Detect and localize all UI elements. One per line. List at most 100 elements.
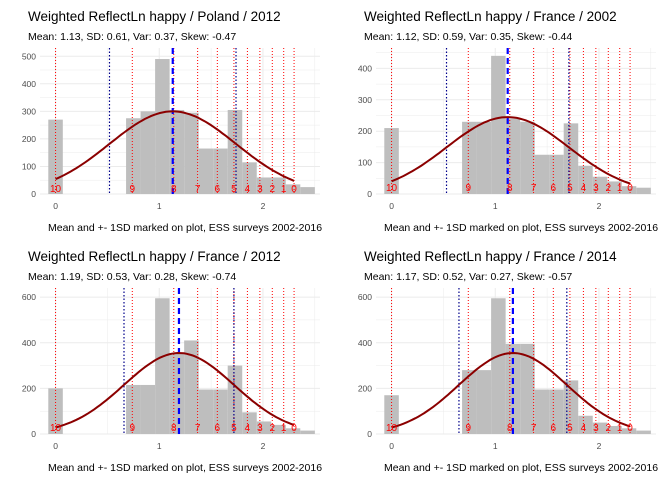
chart-svg: Weighted ReflectLn happy / France / 2002…	[358, 9, 658, 234]
bar	[169, 353, 185, 434]
bar	[636, 430, 651, 434]
normal-curve-series	[55, 351, 295, 429]
score-label: 8	[507, 423, 513, 434]
bar	[621, 186, 637, 194]
bar	[242, 412, 257, 434]
score-label: 0	[627, 183, 633, 194]
chart-title: Weighted ReflectLn happy / Poland / 2012	[28, 9, 281, 24]
bar	[285, 428, 301, 434]
y-tick-label: 0	[31, 189, 36, 199]
bar	[578, 165, 593, 194]
score-lines	[55, 288, 295, 434]
chart-caption: Mean and +- 1SD marked on plot, ESS surv…	[48, 222, 322, 234]
score-label: 5	[231, 423, 237, 434]
bar	[592, 422, 608, 434]
score-label: 10	[50, 423, 62, 434]
chart-panel-2: Weighted ReflectLn happy / France / 2002…	[336, 0, 672, 240]
bars	[48, 59, 315, 195]
score-label: 4	[581, 423, 587, 434]
score-labels: 10 9 8 7 6 5 4 3 2 1 0	[50, 184, 297, 195]
bar	[476, 121, 492, 194]
bar	[213, 389, 228, 434]
score-labels: 10 9 8 7 6 5 4 3 2 1 0	[386, 423, 633, 434]
bar	[534, 389, 550, 434]
bar	[621, 428, 637, 434]
y-tick-label: 200	[358, 126, 372, 136]
bar	[271, 424, 286, 434]
bar	[476, 370, 492, 434]
score-label: 10	[386, 183, 398, 194]
x-tick-label: 0	[389, 441, 394, 451]
y-tick-label: 0	[31, 429, 36, 439]
bar	[462, 121, 477, 194]
bar	[242, 162, 257, 194]
score-label: 4	[581, 183, 587, 194]
score-label: 2	[270, 184, 276, 195]
bar	[300, 430, 315, 434]
score-label: 0	[291, 423, 297, 434]
y-tick-label: 400	[358, 338, 372, 348]
score-label: 8	[171, 423, 177, 434]
bar	[140, 384, 156, 434]
chart-subtitle: Mean: 1.19, SD: 0.53, Var: 0.28, Skew: -…	[28, 271, 236, 283]
score-label: 4	[245, 423, 251, 434]
chart-caption: Mean and +- 1SD marked on plot, ESS surv…	[48, 462, 322, 474]
chart-subtitle: Mean: 1.12, SD: 0.59, Var: 0.35, Skew: -…	[364, 31, 572, 43]
x-tick-label: 2	[597, 441, 602, 451]
y-tick-label: 400	[22, 338, 36, 348]
score-label: 7	[531, 183, 537, 194]
y-tick-label: 500	[22, 51, 36, 61]
chart-subtitle: Mean: 1.13, SD: 0.61, Var: 0.37, Skew: -…	[28, 31, 236, 43]
score-label: 2	[606, 183, 612, 194]
score-label: 3	[257, 184, 263, 195]
y-tick-label: 600	[22, 292, 36, 302]
score-label: 2	[270, 423, 276, 434]
bar	[213, 148, 228, 194]
y-tick-label: 600	[358, 292, 372, 302]
y-tick-label: 200	[22, 383, 36, 393]
bar	[520, 121, 535, 194]
score-label: 6	[551, 183, 557, 194]
x-tick-label: 0	[389, 201, 394, 211]
x-tick-label: 1	[493, 201, 498, 211]
bar	[534, 154, 550, 194]
bar	[256, 421, 272, 434]
bar	[140, 111, 156, 194]
score-label: 1	[617, 423, 623, 434]
bar	[198, 148, 214, 194]
score-label: 1	[281, 184, 287, 195]
x-tick-label: 1	[157, 441, 162, 451]
chart-title: Weighted ReflectLn happy / France / 2012	[28, 249, 281, 264]
x-tick-label: 0	[53, 441, 58, 451]
chart-panel-4: Weighted ReflectLn happy / France / 2014…	[336, 240, 672, 480]
bar	[563, 123, 579, 194]
score-labels: 10 9 8 7 6 5 4 3 2 1 0	[50, 423, 297, 434]
y-tick-label: 300	[22, 106, 36, 116]
score-label: 0	[291, 184, 297, 195]
x-tick-label: 0	[53, 201, 58, 211]
bar	[549, 154, 564, 194]
score-label: 6	[215, 423, 221, 434]
chart-caption: Mean and +- 1SD marked on plot, ESS surv…	[384, 222, 658, 234]
chart-panel-1: Weighted ReflectLn happy / Poland / 2012…	[0, 0, 336, 240]
chart-caption: Mean and +- 1SD marked on plot, ESS surv…	[384, 462, 658, 474]
score-label: 0	[627, 423, 633, 434]
y-tick-label: 0	[367, 429, 372, 439]
x-tick-label: 1	[157, 201, 162, 211]
bar	[271, 177, 286, 194]
score-lines	[391, 48, 631, 194]
score-label: 7	[195, 184, 201, 195]
normal-curve-series	[55, 110, 295, 182]
x-tick-label: 2	[261, 201, 266, 211]
score-label: 9	[130, 423, 136, 434]
score-label: 10	[386, 423, 398, 434]
y-tick-label: 200	[358, 383, 372, 393]
x-tick-label: 1	[493, 441, 498, 451]
score-label: 6	[215, 184, 221, 195]
score-label: 5	[231, 184, 237, 195]
bar	[520, 343, 535, 434]
bar	[126, 384, 141, 434]
chart-svg: Weighted ReflectLn happy / France / 2012…	[22, 249, 322, 474]
score-label: 7	[195, 423, 201, 434]
